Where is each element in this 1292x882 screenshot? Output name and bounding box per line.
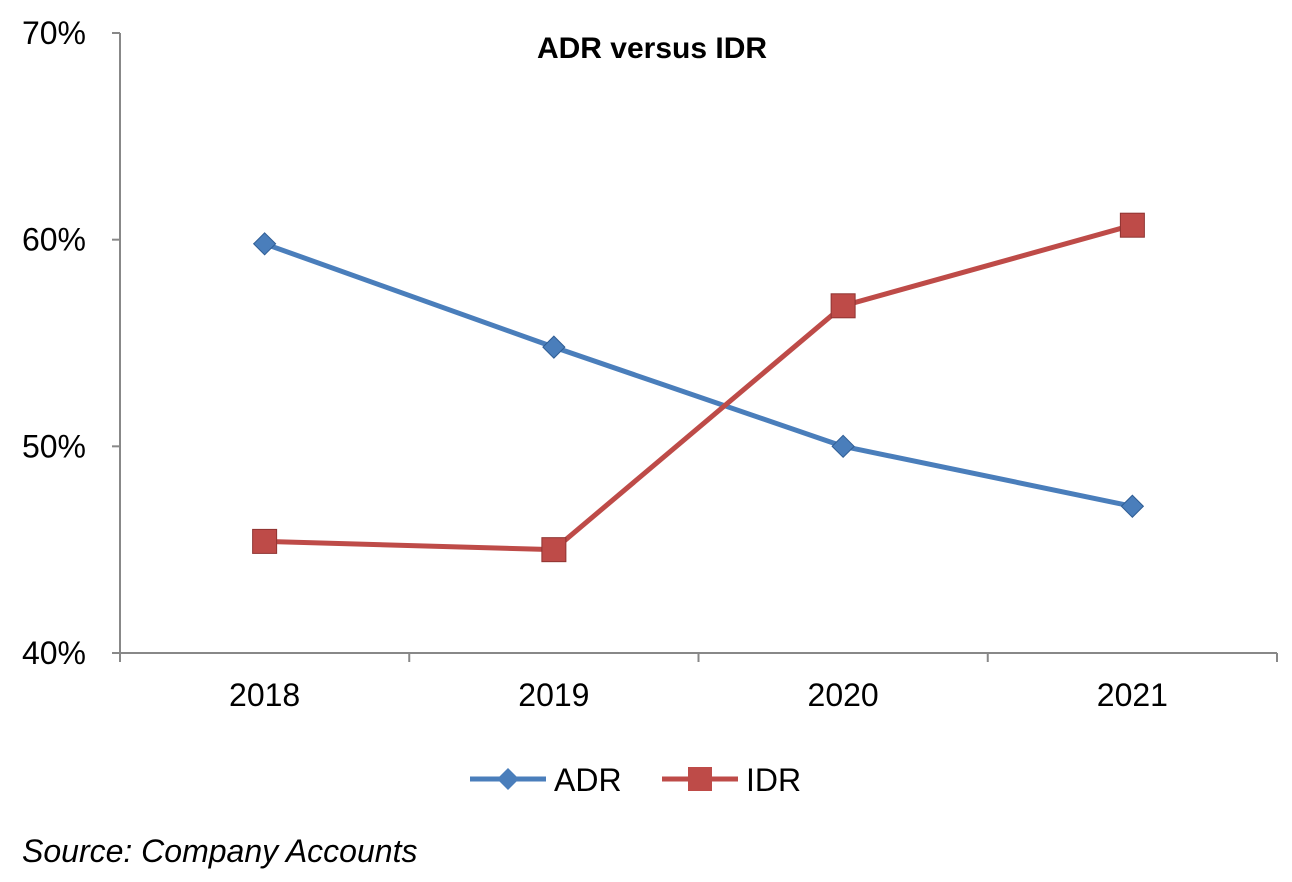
series-idr <box>252 212 1145 563</box>
x-tick-label: 2021 <box>1097 677 1168 713</box>
data-point-idr <box>252 528 278 554</box>
data-point-idr <box>830 293 856 319</box>
data-point-idr <box>541 537 567 563</box>
y-tick-label: 70% <box>22 15 86 51</box>
x-tick-label: 2018 <box>229 677 300 713</box>
x-tick-label: 2019 <box>518 677 589 713</box>
series-layer <box>252 212 1145 563</box>
data-point-adr <box>542 335 566 359</box>
y-tick-label: 40% <box>22 635 86 671</box>
chart-title: ADR versus IDR <box>537 32 767 65</box>
legend-marker-adr <box>497 768 519 790</box>
y-tick-label: 50% <box>22 428 86 464</box>
legend-label-adr: ADR <box>554 762 622 798</box>
data-point-adr <box>252 232 277 256</box>
series-adr <box>252 232 1145 518</box>
legend-item-adr: ADR <box>470 762 622 798</box>
source-note: Source: Company Accounts <box>22 833 417 869</box>
series-line-adr <box>263 241 1133 509</box>
data-point-idr <box>1119 212 1145 238</box>
data-point-adr <box>831 434 855 459</box>
data-point-adr <box>1120 494 1145 518</box>
y-tick-label: 60% <box>22 222 86 258</box>
x-tick-label: 2020 <box>808 677 879 713</box>
legend-item-idr: IDR <box>662 762 801 798</box>
axes: 40% 50% 60% 70% 2018 2019 2020 2021 <box>22 15 1278 713</box>
legend-marker-idr <box>688 767 712 791</box>
legend: ADR IDR <box>470 762 801 798</box>
series-line-idr <box>264 222 1134 553</box>
legend-label-idr: IDR <box>746 762 801 798</box>
